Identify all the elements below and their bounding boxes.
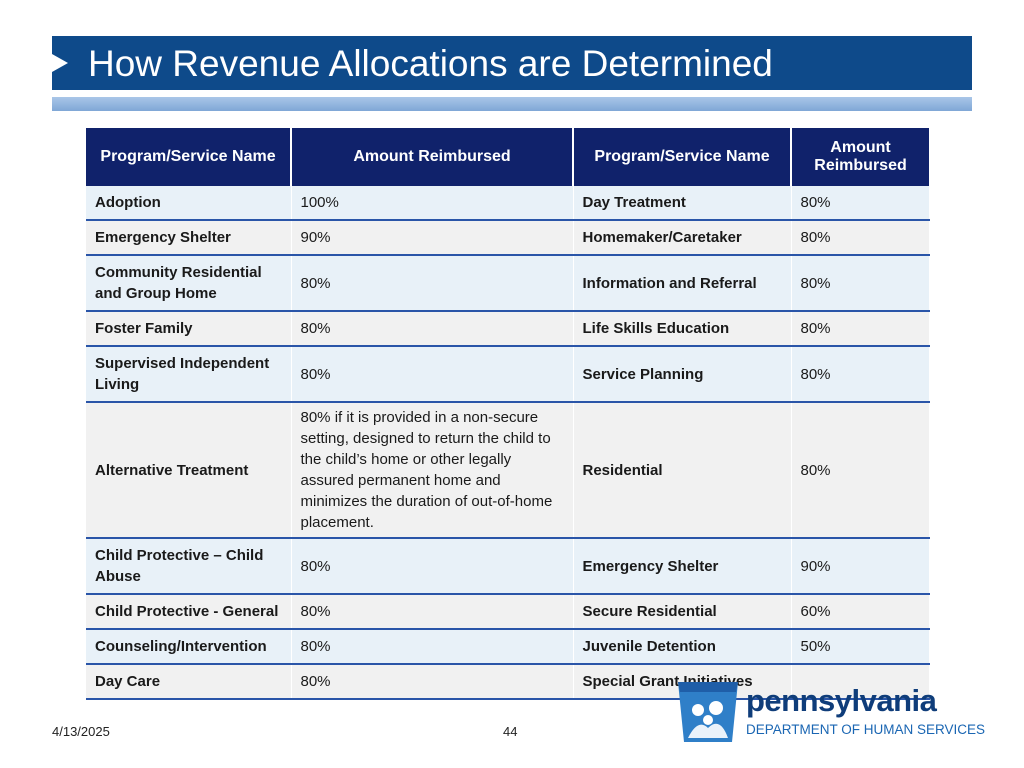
- header-program-name-1: Program/Service Name: [86, 128, 292, 186]
- program-name-cell: Supervised Independent Living: [86, 345, 292, 402]
- table-row: Counseling/Intervention 80% Juvenile Det…: [86, 628, 930, 664]
- header-program-name-2: Program/Service Name: [573, 128, 792, 186]
- program-name-cell: Day Treatment: [573, 186, 792, 220]
- program-name-cell: Homemaker/Caretaker: [573, 219, 792, 255]
- title-bar: How Revenue Allocations are Determined: [52, 36, 972, 90]
- program-name-cell: Information and Referral: [573, 254, 792, 311]
- program-name-cell: Adoption: [86, 186, 292, 220]
- program-name-cell: Juvenile Detention: [573, 628, 792, 664]
- amount-cell: [791, 663, 930, 700]
- table-row: Child Protective - General 80% Secure Re…: [86, 593, 930, 629]
- footer-date: 4/13/2025: [52, 724, 110, 739]
- program-name-cell: Child Protective – Child Abuse: [86, 537, 292, 594]
- dhs-logo: pennsylvania DEPARTMENT OF HUMAN SERVICE…: [676, 680, 986, 746]
- program-name-cell: Community Residential and Group Home: [86, 254, 292, 311]
- amount-cell: 80%: [791, 345, 930, 402]
- amount-cell: 80%: [291, 254, 574, 311]
- amount-cell: 80%: [791, 219, 930, 255]
- table-row: Child Protective – Child Abuse 80% Emerg…: [86, 537, 930, 594]
- amount-cell: 80% if it is provided in a non-secure se…: [291, 401, 574, 538]
- title-arrow-icon: [52, 54, 68, 72]
- table-row: Foster Family 80% Life Skills Education …: [86, 310, 930, 346]
- amount-cell: 100%: [291, 186, 574, 220]
- program-name-cell: Child Protective - General: [86, 593, 292, 629]
- header-amount-reimbursed-1: Amount Reimbursed: [291, 128, 574, 186]
- program-name-cell: Emergency Shelter: [86, 219, 292, 255]
- program-name-cell: Day Care: [86, 663, 292, 700]
- program-name-cell: Secure Residential: [573, 593, 792, 629]
- program-name-cell: Counseling/Intervention: [86, 628, 292, 664]
- amount-cell: 80%: [791, 186, 930, 220]
- keystone-family-icon: [678, 682, 738, 742]
- amount-cell: 80%: [791, 401, 930, 538]
- amount-cell: 80%: [791, 254, 930, 311]
- amount-cell: 90%: [791, 537, 930, 594]
- amount-cell: 80%: [291, 310, 574, 346]
- table-row: Community Residential and Group Home 80%…: [86, 254, 930, 311]
- amount-cell: 60%: [791, 593, 930, 629]
- amount-cell: 90%: [291, 219, 574, 255]
- program-name-cell: Alternative Treatment: [86, 401, 292, 538]
- table-row: Day Care 80% Special Grant Initiatives: [86, 663, 930, 700]
- logo-subtitle: DEPARTMENT OF HUMAN SERVICES: [746, 722, 986, 737]
- table-row: Emergency Shelter 90% Homemaker/Caretake…: [86, 219, 930, 255]
- amount-cell: 80%: [291, 628, 574, 664]
- program-name-cell: Emergency Shelter: [573, 537, 792, 594]
- reimbursement-table: Program/Service Name Amount Reimbursed P…: [86, 128, 930, 700]
- program-name-cell: Service Planning: [573, 345, 792, 402]
- page-title: How Revenue Allocations are Determined: [88, 43, 773, 84]
- program-name-cell: Residential: [573, 401, 792, 538]
- amount-cell: 80%: [291, 593, 574, 629]
- amount-cell: 80%: [291, 345, 574, 402]
- amount-cell: 80%: [291, 537, 574, 594]
- table-row: Adoption 100% Day Treatment 80%: [86, 186, 930, 220]
- title-underline: [52, 97, 972, 111]
- program-name-cell: Life Skills Education: [573, 310, 792, 346]
- table-header-row: Program/Service Name Amount Reimbursed P…: [86, 128, 929, 186]
- table-row: Supervised Independent Living 80% Servic…: [86, 345, 930, 402]
- amount-cell: 50%: [791, 628, 930, 664]
- table-row: Alternative Treatment 80% if it is provi…: [86, 401, 930, 538]
- header-amount-reimbursed-2: Amount Reimbursed: [791, 128, 929, 186]
- program-name-cell: Foster Family: [86, 310, 292, 346]
- amount-cell: 80%: [791, 310, 930, 346]
- amount-cell: 80%: [291, 663, 574, 700]
- logo-wordmark: pennsylvania: [746, 683, 937, 718]
- page-number: 44: [503, 724, 518, 739]
